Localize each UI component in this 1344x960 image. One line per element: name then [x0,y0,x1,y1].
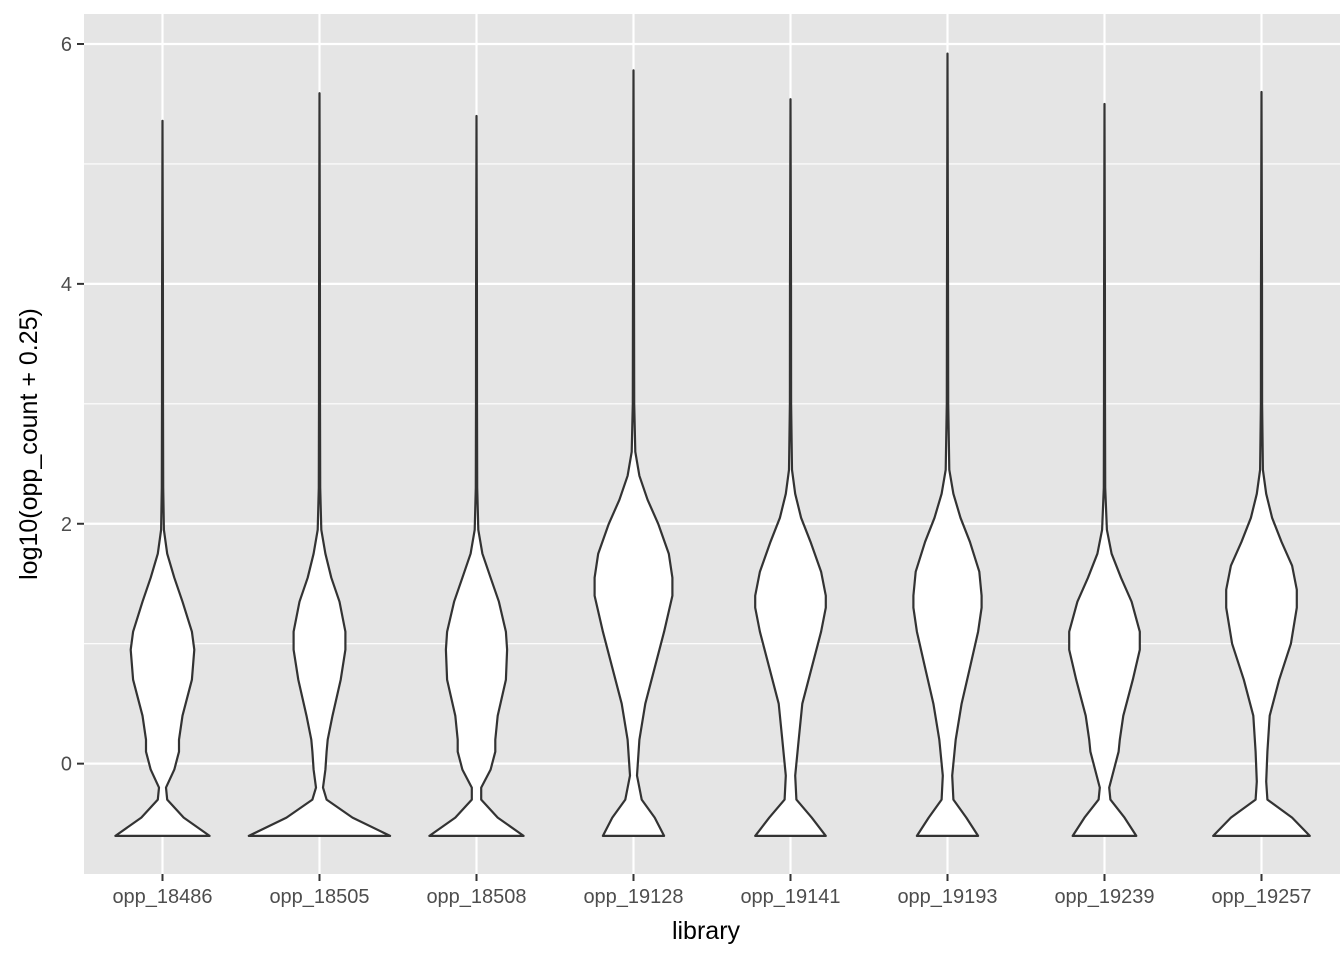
violins [114,52,1311,837]
violin-opp_19239 [1068,102,1141,837]
y-axis: 0 2 4 6 [61,34,84,776]
x-tick-label: opp_18486 [112,886,212,908]
violin-opp_19141 [754,98,827,837]
x-tick-label: opp_19193 [897,886,997,908]
x-tick-label: opp_19141 [740,886,840,908]
x-axis: opp_18486 opp_18505 opp_18508 opp_19128 opp_… [112,874,1312,908]
x-tick-label: opp_19257 [1211,886,1311,908]
y-tick-label: 2 [61,514,72,536]
x-axis-title: library [672,917,741,945]
violin-opp_18508 [428,114,525,837]
plot-panel [84,14,1340,874]
violin-opp_18486 [114,119,211,837]
x-tick-label: opp_19128 [583,886,683,908]
violin-opp_19257 [1212,90,1311,837]
violin-opp_19128 [593,69,674,837]
x-tick-label: opp_19239 [1054,886,1154,908]
y-tick-label: 4 [61,274,72,296]
violin-opp_19193 [912,52,983,837]
y-tick-label: 6 [61,34,72,56]
x-tick-label: opp_18505 [269,886,369,908]
violin-opp_18505 [247,92,392,837]
y-tick-label: 0 [61,754,72,776]
x-tick-label: opp_18508 [426,886,526,908]
y-axis-title: log10(opp_count + 0.25) [15,308,43,580]
